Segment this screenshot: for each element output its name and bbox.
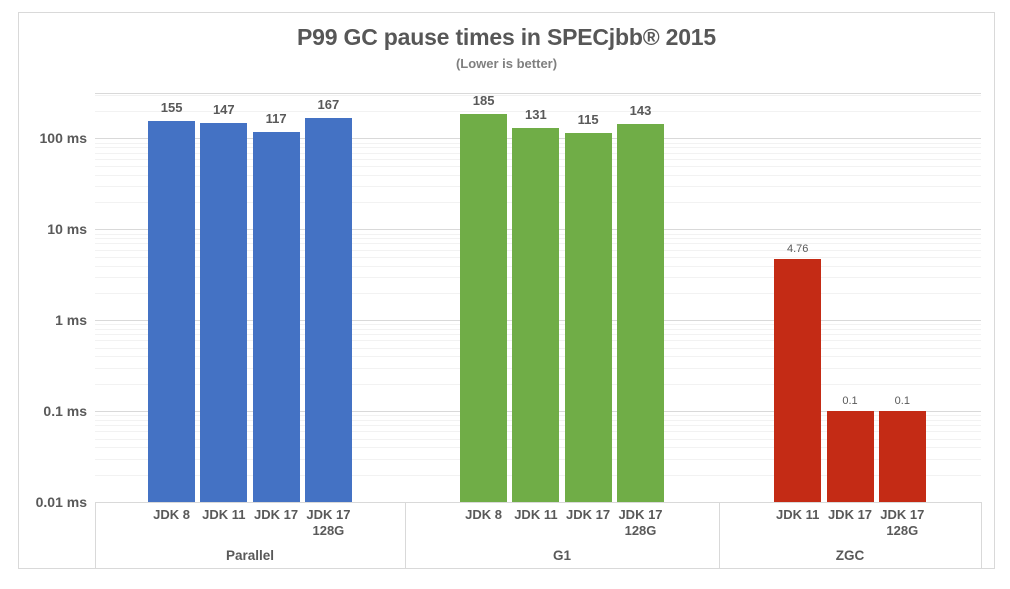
- group-label-zgc: ZGC: [835, 548, 865, 563]
- bar-parallel-jdk-17: [252, 132, 300, 502]
- bar-parallel-jdk-17-128g: [304, 118, 352, 502]
- value-label: 155: [160, 100, 183, 116]
- category-label: JDK 17: [566, 507, 611, 522]
- category-label: JDK 17: [254, 507, 299, 522]
- bar-zgc-jdk-17: [826, 411, 874, 502]
- category-axis-divider: [719, 502, 720, 569]
- bar-zgc-jdk-11: [774, 258, 822, 502]
- category-label: 128G: [886, 523, 919, 538]
- y-axis-tick-label: 0.01 ms: [35, 494, 87, 510]
- value-label: 117: [265, 111, 287, 127]
- x-axis-baseline: [95, 502, 981, 503]
- value-label: 167: [317, 97, 340, 113]
- category-label: JDK 11: [514, 507, 558, 522]
- value-label: 115: [577, 111, 599, 127]
- group-label-g1: G1: [552, 548, 571, 563]
- category-label: JDK 17: [827, 507, 873, 522]
- category-label: JDK 11: [776, 507, 820, 522]
- bar-parallel-jdk-11: [200, 123, 248, 502]
- value-label: 131: [525, 106, 547, 122]
- category-label: JDK 8: [465, 507, 503, 522]
- y-axis-tick-label: 1 ms: [55, 312, 87, 329]
- value-label: 147: [212, 102, 235, 118]
- category-label: JDK 17: [618, 507, 663, 522]
- category-axis-divider: [981, 502, 982, 569]
- bar-g1-jdk-17: [564, 132, 612, 502]
- minor-gridline: [95, 95, 981, 97]
- chart-title: P99 GC pause times in SPECjbb® 2015: [297, 24, 716, 50]
- category-axis-divider: [95, 502, 96, 569]
- bar-zgc-jdk-17-128g: [878, 411, 926, 502]
- category-label: JDK 8: [153, 507, 191, 522]
- group-label-parallel: Parallel: [225, 548, 275, 563]
- category-label: 128G: [312, 523, 345, 538]
- value-label: 185: [472, 93, 495, 109]
- category-label: JDK 17: [306, 507, 351, 522]
- y-axis-tick-label: 10 ms: [47, 221, 87, 238]
- value-label: 0.1: [842, 395, 858, 408]
- y-axis-tick-label: 100 ms: [39, 130, 87, 147]
- value-label: 0.1: [894, 395, 910, 408]
- category-axis-divider: [405, 502, 406, 569]
- value-label: 143: [629, 103, 652, 119]
- y-axis-tick-label: 0.1 ms: [43, 403, 87, 420]
- category-label: 128G: [624, 523, 657, 538]
- bar-g1-jdk-8: [460, 114, 508, 502]
- bar-g1-jdk-11: [512, 127, 560, 502]
- bar-parallel-jdk-8: [148, 121, 196, 502]
- minor-gridline: [95, 111, 981, 113]
- plot-top-gridline: [95, 93, 981, 94]
- chart-subtitle: (Lower is better): [455, 56, 558, 71]
- value-label: 4.76: [786, 242, 809, 255]
- category-label: JDK 17: [880, 507, 925, 522]
- category-label: JDK 11: [202, 507, 246, 522]
- bar-g1-jdk-17-128g: [617, 124, 664, 502]
